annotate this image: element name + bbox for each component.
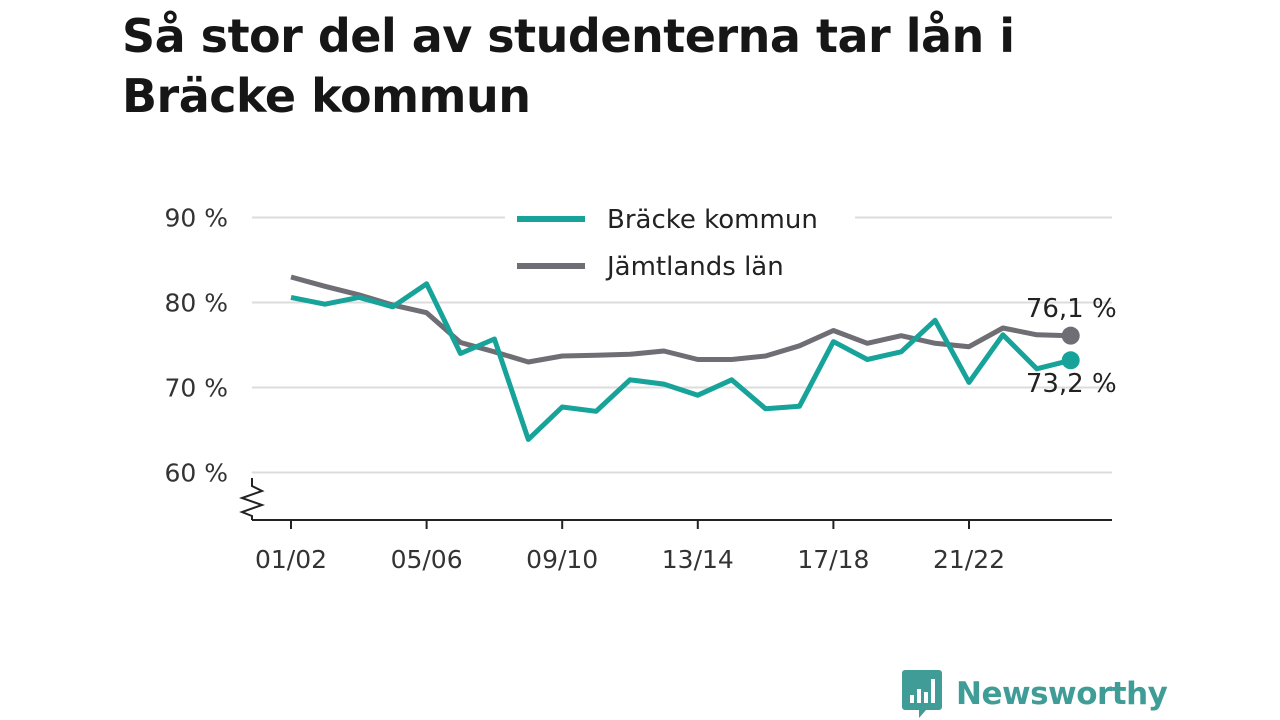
- legend-label: Jämtlands län: [605, 252, 784, 282]
- series-line-jamtlands-lan: [290, 274, 1071, 365]
- series-line-bracke-kommun: [290, 281, 1072, 442]
- end-labels: 76,1 % 73,2 %: [1026, 294, 1117, 399]
- axis-break-zigzag: [238, 478, 266, 520]
- x-tick-label: 21/22: [933, 545, 1005, 574]
- y-tick-label: 80 %: [164, 289, 228, 318]
- axes: 60 % 70 % 80 % 90 % 01/02 05/06 09/10 13/14 17/1…: [164, 204, 1112, 574]
- end-value-label: 76,1 %: [1026, 294, 1117, 324]
- series-end-point: [1061, 326, 1080, 345]
- newsworthy-logo: Newsworthy: [902, 670, 1168, 718]
- y-tick-label: 90 %: [164, 204, 228, 233]
- brand-name: Newsworthy: [956, 676, 1168, 712]
- series-end-point: [1061, 351, 1080, 370]
- series-lines: [290, 274, 1080, 442]
- end-value-label: 73,2 %: [1026, 369, 1117, 399]
- chart-title: Så stor del av studenterna tar lån i Brä…: [122, 9, 1015, 123]
- x-tick-label: 17/18: [797, 545, 869, 574]
- y-tick-label: 60 %: [164, 459, 228, 488]
- x-tick-label: 05/06: [391, 545, 463, 574]
- legend: Bräcke kommun Jämtlands län: [505, 198, 855, 288]
- y-tick-label: 70 %: [164, 374, 228, 403]
- x-tick-label: 13/14: [662, 545, 734, 574]
- bar-chart-icon: [902, 670, 942, 718]
- x-tick-label: 09/10: [526, 545, 598, 574]
- x-tick-label: 01/02: [255, 545, 327, 574]
- legend-background: [505, 198, 855, 288]
- legend-label: Bräcke kommun: [607, 205, 818, 235]
